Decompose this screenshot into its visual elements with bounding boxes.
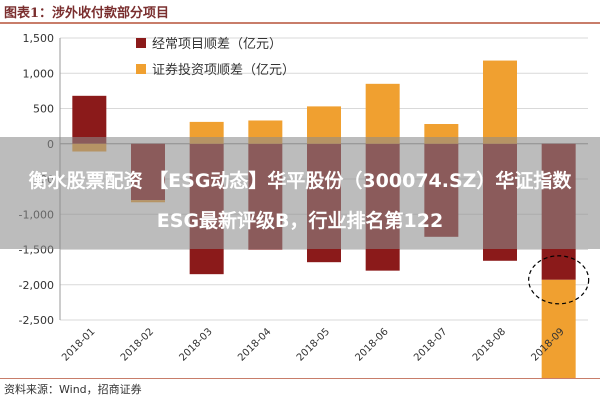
legend-swatch <box>136 38 146 48</box>
headline-overlay: 衡水股票配资 【ESG动态】华平股份（300074.SZ）华证指数ESG最新评级… <box>0 137 600 249</box>
y-tick-label: 1,000 <box>23 67 55 80</box>
x-tick-label: 2018-01 <box>60 326 97 363</box>
legend-swatch <box>136 64 146 74</box>
footer-rule <box>0 378 600 379</box>
y-tick-label: -2,500 <box>19 314 54 327</box>
legend-label: 证券投资项顺差（亿元） <box>152 62 295 78</box>
headline-text: 衡水股票配资 【ESG动态】华平股份（300074.SZ）华证指数ESG最新评级… <box>28 170 572 232</box>
legend-label: 经常项目顺差（亿元） <box>152 37 282 52</box>
x-tick-label: 2018-05 <box>295 326 332 363</box>
bar-securities-investment <box>365 83 400 144</box>
chart-header: 图表1：涉外收付款部分项目 <box>0 0 600 22</box>
x-tick-label: 2018-03 <box>177 326 214 363</box>
x-tick-label: 2018-02 <box>119 326 156 363</box>
highlight-circle <box>528 255 590 305</box>
y-tick-label: 1,500 <box>23 32 55 45</box>
title-rule <box>0 22 600 24</box>
y-tick-label: 500 <box>33 103 54 116</box>
x-tick-label: 2018-07 <box>412 326 449 363</box>
x-tick-label: 2018-04 <box>236 326 273 363</box>
x-tick-label: 2018-08 <box>471 326 508 363</box>
bar-securities-investment <box>483 60 517 144</box>
chart-title: 图表1：涉外收付款部分项目 <box>4 6 170 21</box>
source-note: 资料来源：Wind，招商证券 <box>4 383 142 396</box>
bar-securities-investment <box>541 279 576 378</box>
y-tick-label: -2,000 <box>19 279 54 292</box>
x-tick-label: 2018-06 <box>353 326 390 363</box>
bar-current-account <box>72 95 107 144</box>
